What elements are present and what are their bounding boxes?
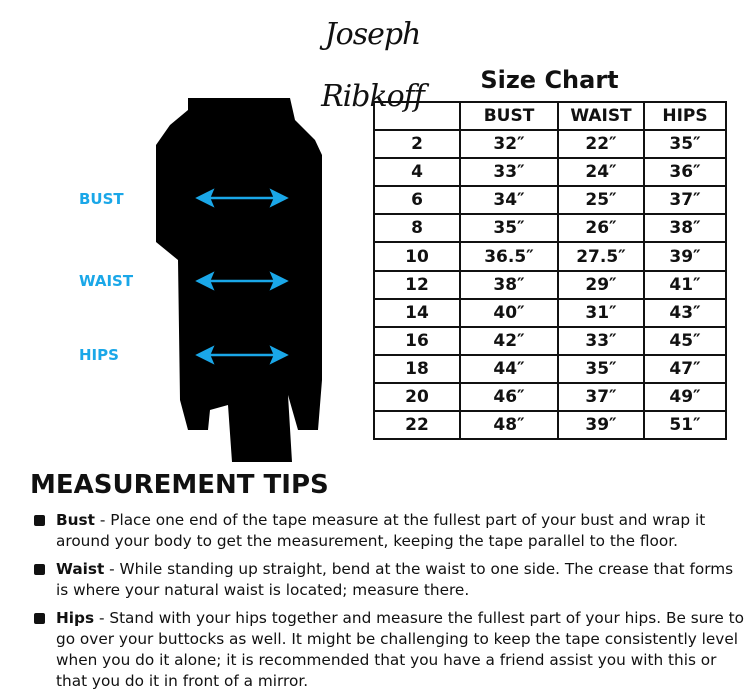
table-cell: 34″: [459, 185, 559, 216]
tip-term: Bust: [56, 511, 95, 529]
table-row: 10 36.5″ 27.5″ 39″: [373, 241, 727, 272]
table-cell: 32″: [459, 129, 559, 160]
waist-label: WAIST: [79, 272, 134, 290]
table-row: 12 38″ 29″ 41″: [373, 269, 727, 300]
table-row: 18 44″ 35″ 47″: [373, 353, 727, 384]
hips-label: HIPS: [79, 346, 119, 364]
tip-waist: Waist - While standing up straight, bend…: [32, 559, 744, 601]
table-row: 16 42″ 33″ 45″: [373, 325, 727, 356]
table-cell: 12: [373, 269, 461, 300]
table-row: 8 35″ 26″ 38″: [373, 213, 727, 244]
table-cell: 29″: [557, 269, 645, 300]
table-row: 6 34″ 25″ 37″: [373, 185, 727, 216]
table-cell: 6: [373, 185, 461, 216]
table-cell: 33″: [557, 325, 645, 356]
table-row: 20 46″ 37″ 49″: [373, 381, 727, 413]
size-table: BUST WAIST HIPS 2 32″ 22″ 35″ 4 33″ 24″ 36″ 6 34″ 25″…: [373, 100, 727, 441]
table-cell: 41″: [643, 269, 727, 300]
page-title: Size Chart: [480, 66, 619, 94]
table-cell: 24″: [557, 157, 645, 188]
table-cell: 44″: [459, 353, 559, 384]
bullet-icon: [34, 613, 45, 624]
tips-list: Bust - Place one end of the tape measure…: [32, 510, 744, 699]
tip-hips: Hips - Stand with your hips together and…: [32, 608, 744, 692]
table-cell: 8: [373, 213, 461, 244]
hips-arrow: [195, 345, 289, 365]
table-cell: 16: [373, 325, 461, 356]
bullet-icon: [34, 515, 45, 526]
tip-term: Hips: [56, 609, 95, 627]
table-cell: 37″: [557, 381, 645, 413]
body-silhouette: [156, 98, 322, 462]
table-cell: 36.5″: [459, 241, 559, 272]
table-cell: 33″: [459, 157, 559, 188]
table-cell: BUST: [459, 100, 559, 132]
table-row: 22 48″ 39″ 51″: [373, 410, 727, 441]
table-row: 14 40″ 31″ 43″: [373, 297, 727, 328]
table-row: 4 33″ 24″ 36″: [373, 157, 727, 188]
table-cell: 22: [373, 410, 461, 441]
table-cell: 4: [373, 157, 461, 188]
table-cell: 25″: [557, 185, 645, 216]
table-cell: 18: [373, 353, 461, 384]
table-cell: 38″: [459, 269, 559, 300]
table-cell: 39″: [643, 241, 727, 272]
table-cell: 39″: [557, 410, 645, 441]
table-cell: 35″: [557, 353, 645, 384]
table-cell: 47″: [643, 353, 727, 384]
waist-arrow: [195, 271, 289, 291]
table-cell: 20: [373, 381, 461, 413]
table-row: 2 32″ 22″ 35″: [373, 129, 727, 160]
bust-arrow: [195, 188, 289, 208]
table-cell: 40″: [459, 297, 559, 328]
table-cell: 35″: [459, 213, 559, 244]
tip-text: - Stand with your hips together and meas…: [56, 609, 744, 690]
table-cell: 27.5″: [557, 241, 645, 272]
table-cell: 2: [373, 129, 461, 160]
table-cell: 38″: [643, 213, 727, 244]
table-cell: 42″: [459, 325, 559, 356]
table-cell: 26″: [557, 213, 645, 244]
table-cell: 45″: [643, 325, 727, 356]
tip-term: Waist: [56, 560, 105, 578]
table-cell: 31″: [557, 297, 645, 328]
bust-label: BUST: [79, 190, 124, 208]
table-cell: HIPS: [643, 100, 727, 132]
brand-logo: Joseph Ribkoff: [321, 17, 425, 114]
table-cell: 35″: [643, 129, 727, 160]
table-cell: 14: [373, 297, 461, 328]
table-cell: 48″: [459, 410, 559, 441]
tip-bust: Bust - Place one end of the tape measure…: [32, 510, 744, 552]
table-cell: 10: [373, 241, 461, 272]
table-header-row: BUST WAIST HIPS: [373, 100, 727, 132]
tip-text: - Place one end of the tape measure at t…: [56, 511, 706, 550]
bullet-icon: [34, 564, 45, 575]
table-cell: 36″: [643, 157, 727, 188]
table-cell: 37″: [643, 185, 727, 216]
tips-heading: MEASUREMENT TIPS: [30, 470, 329, 500]
table-cell: [373, 100, 461, 132]
table-cell: 22″: [557, 129, 645, 160]
table-cell: 43″: [643, 297, 727, 328]
table-cell: WAIST: [557, 100, 645, 132]
table-cell: 49″: [643, 381, 727, 413]
table-cell: 46″: [459, 381, 559, 413]
table-cell: 51″: [643, 410, 727, 441]
tip-text: - While standing up straight, bend at th…: [56, 560, 734, 599]
